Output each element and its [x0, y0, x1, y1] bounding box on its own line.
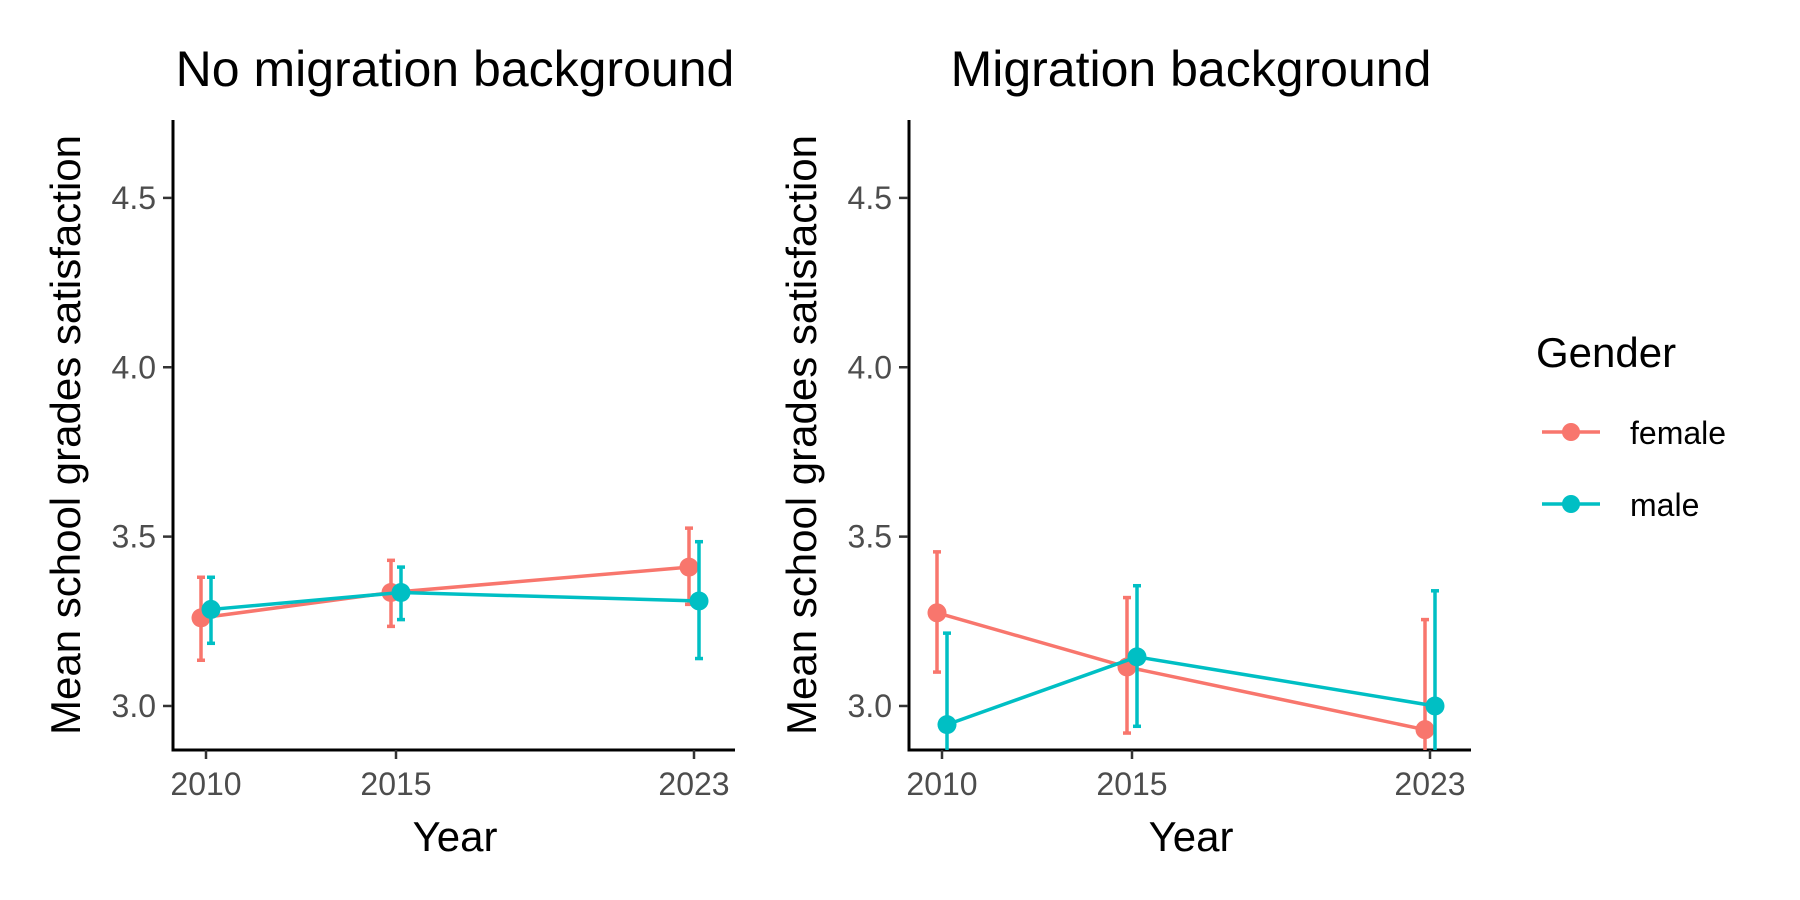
data-point [1425, 696, 1445, 716]
legend-key-point [1562, 495, 1580, 513]
data-point [1127, 647, 1147, 667]
series-line-male [946, 655, 1436, 727]
legend-label: female [1630, 415, 1726, 451]
legend: Gender female male [1536, 329, 1726, 523]
error-bar [943, 631, 951, 750]
data-point [937, 715, 957, 735]
x-ticks: 2010 2015 2023 [170, 750, 730, 802]
y-ticks: 3.0 3.5 4.0 4.5 [848, 180, 908, 724]
y-tick-label: 4.5 [112, 180, 156, 216]
x-tick-label: 2023 [658, 766, 729, 802]
legend-title: Gender [1536, 329, 1676, 376]
panel-title: Migration background [951, 41, 1432, 97]
x-tick-label: 2010 [170, 766, 241, 802]
series-line-female [936, 611, 1426, 732]
y-tick-label: 3.5 [848, 519, 892, 555]
y-axis-label: Mean school grades satisfaction [778, 135, 825, 735]
panel-no-migration-background: No migration background Mean school grad… [42, 41, 735, 860]
y-tick-label: 4.5 [848, 180, 892, 216]
x-tick-label: 2015 [360, 766, 431, 802]
data-point [927, 603, 947, 623]
plot-area [927, 550, 1445, 750]
x-tick-label: 2015 [1096, 766, 1167, 802]
y-ticks: 3.0 3.5 4.0 4.5 [112, 180, 172, 724]
x-axis-label: Year [413, 813, 498, 860]
data-point [679, 557, 699, 577]
x-ticks: 2010 2015 2023 [906, 750, 1466, 802]
x-tick-label: 2023 [1394, 766, 1465, 802]
y-axis-label: Mean school grades satisfaction [42, 135, 89, 735]
series-male [937, 583, 1445, 750]
y-tick-label: 3.0 [848, 688, 892, 724]
x-tick-label: 2010 [906, 766, 977, 802]
data-point [1415, 720, 1435, 740]
y-tick-label: 3.0 [112, 688, 156, 724]
x-axis-label: Year [1149, 813, 1234, 860]
y-tick-label: 4.0 [848, 349, 892, 385]
y-tick-label: 4.0 [112, 349, 156, 385]
plot-area [191, 526, 709, 662]
series-female [927, 550, 1435, 750]
data-point [201, 599, 221, 619]
legend-label: male [1630, 487, 1699, 523]
data-point [391, 583, 411, 602]
data-point [689, 591, 709, 611]
legend-key-point [1562, 423, 1580, 441]
series-male [201, 539, 709, 661]
y-tick-label: 3.5 [112, 519, 156, 555]
panel-migration-background: Migration background Mean school grades … [778, 41, 1471, 860]
legend-item-male: male [1542, 487, 1699, 523]
panel-title: No migration background [176, 41, 735, 97]
legend-item-female: female [1542, 415, 1726, 451]
